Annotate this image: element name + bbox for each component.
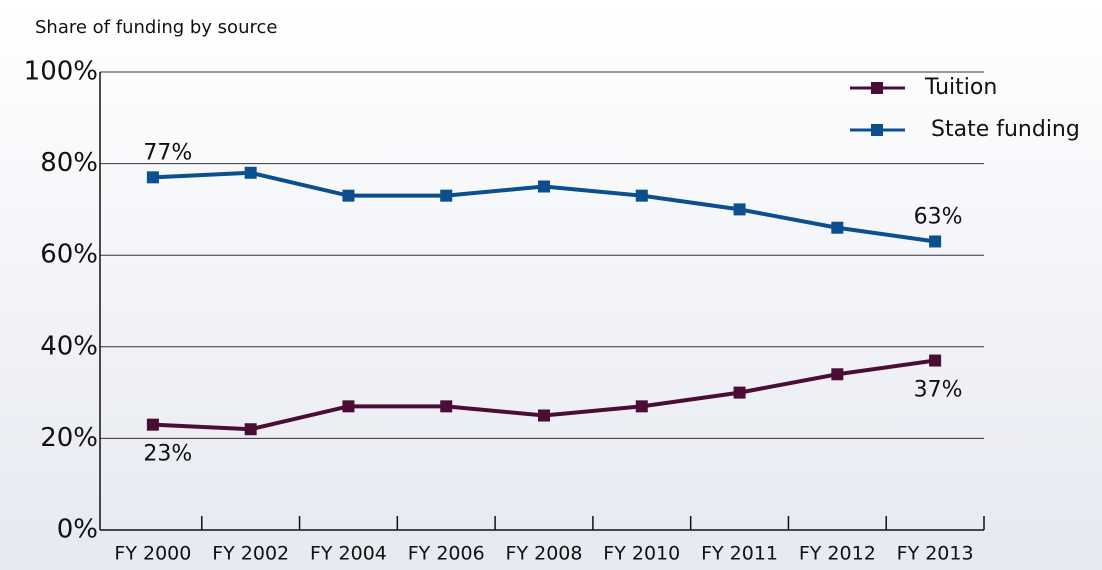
x-tick-label: FY 2004 [310, 543, 387, 565]
point [831, 368, 844, 381]
x-tick-label: FY 2000 [114, 543, 191, 565]
data-label: 37% [914, 378, 963, 403]
point [440, 189, 453, 202]
y-tick-label: 0% [57, 515, 98, 545]
point [538, 409, 550, 422]
point [440, 400, 453, 413]
legend-label: State funding [931, 117, 1080, 142]
x-tick-label: FY 2008 [506, 543, 583, 565]
legend-marker [871, 124, 883, 136]
y-tick-label: 20% [40, 423, 98, 453]
point [244, 166, 257, 179]
point [733, 203, 746, 216]
y-tick-label: 40% [40, 331, 98, 361]
data-label: 63% [914, 204, 963, 229]
y-tick-label: 60% [40, 240, 98, 270]
data-label: 77% [143, 140, 192, 165]
point [929, 354, 942, 367]
point [342, 400, 355, 413]
x-tick-label: FY 2013 [897, 543, 974, 565]
point [538, 180, 550, 193]
x-tick-label: FY 2011 [701, 543, 778, 565]
point [831, 221, 844, 234]
legend-label: Tuition [924, 75, 997, 100]
legend-marker [871, 82, 883, 94]
point [929, 235, 942, 248]
point [342, 189, 355, 202]
point [733, 386, 746, 399]
x-tick-label: FY 2010 [603, 543, 680, 565]
y-tick-label: 80% [40, 148, 98, 178]
x-tick-label: FY 2006 [408, 543, 485, 565]
point [146, 171, 159, 184]
y-tick-label: 100% [24, 57, 98, 87]
point [635, 189, 648, 202]
data-label: 23% [143, 442, 192, 467]
x-tick-label: FY 2012 [799, 543, 876, 565]
point [146, 418, 159, 431]
x-tick-label: FY 2002 [212, 543, 289, 565]
chart-title: Share of funding by source [35, 17, 277, 38]
point [635, 400, 648, 413]
point [244, 423, 257, 436]
